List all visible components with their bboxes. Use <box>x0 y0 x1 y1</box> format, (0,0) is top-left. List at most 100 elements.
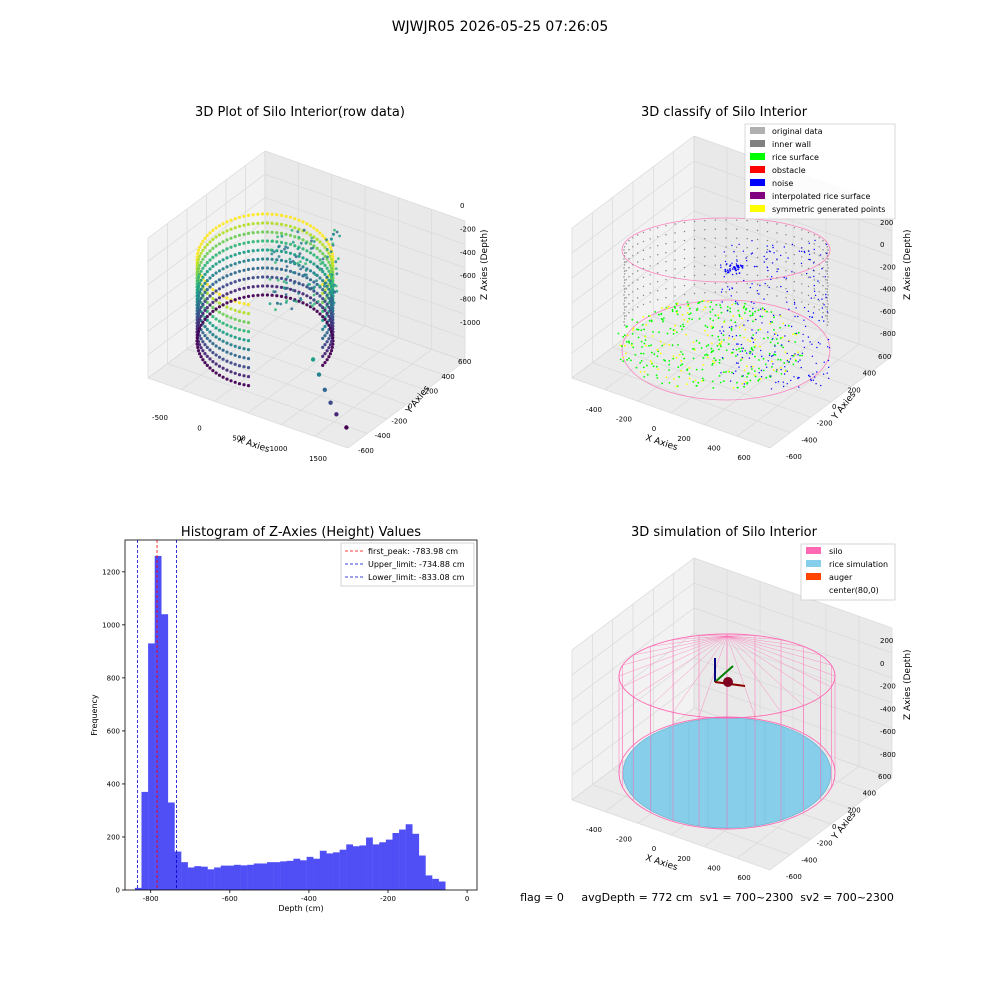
data-point <box>296 261 300 265</box>
data-point <box>203 325 207 329</box>
noise-point <box>826 311 829 313</box>
inner-wall-point <box>665 243 667 245</box>
gridline <box>673 301 872 372</box>
data-point <box>331 264 335 268</box>
data-point <box>208 240 212 244</box>
inner-wall-point <box>827 285 829 287</box>
legend-swatch <box>750 192 765 199</box>
inner-wall-point <box>818 291 820 293</box>
rice-surface-point <box>626 325 628 328</box>
tick-label: 200 <box>677 855 690 863</box>
rice-surface-point <box>681 363 684 365</box>
data-point <box>286 246 289 250</box>
inner-wall-point <box>801 292 803 294</box>
data-point <box>321 257 325 261</box>
data-point <box>246 213 251 217</box>
data-point <box>332 232 335 236</box>
data-point <box>329 302 334 306</box>
rice-surface-point <box>666 307 668 310</box>
rice-surface-point <box>677 366 680 369</box>
inner-wall-point <box>649 247 651 249</box>
rice-surface-point <box>710 301 713 304</box>
data-point <box>246 339 251 343</box>
rice-surface-point <box>742 306 745 309</box>
data-point <box>242 259 246 263</box>
tick-label: 400 <box>707 864 720 872</box>
inner-wall-point <box>665 252 667 254</box>
data-point <box>312 253 316 257</box>
rice-surface-point <box>771 321 774 324</box>
data-point <box>318 258 322 262</box>
data-point <box>304 269 308 272</box>
rice-surface-point <box>754 355 756 358</box>
inner-wall-point <box>818 237 820 239</box>
noise-point <box>755 332 757 334</box>
inner-wall-point <box>793 263 795 265</box>
noise-point <box>813 275 815 278</box>
rice-surface-point <box>745 365 748 368</box>
gridline <box>693 582 893 654</box>
noise-point <box>818 319 820 322</box>
rice-surface-point <box>673 378 675 380</box>
histogram-bar <box>148 643 155 890</box>
histogram-bars <box>134 555 446 890</box>
data-point <box>261 257 265 261</box>
data-point <box>296 230 300 234</box>
data-point <box>242 286 246 290</box>
inner-wall-point <box>822 267 824 269</box>
rice-surface-point <box>631 318 634 321</box>
rice-surface-point <box>640 340 643 343</box>
data-point <box>233 308 237 312</box>
rice-surface-point <box>727 337 730 340</box>
rice-surface-point <box>757 309 760 312</box>
data-point <box>305 249 309 253</box>
data-point <box>211 264 215 268</box>
inner-wall-point <box>714 228 716 230</box>
data-point <box>301 247 305 251</box>
data-point <box>217 292 222 296</box>
rice-surface-point <box>680 351 682 353</box>
rice-surface-point <box>653 353 656 356</box>
data-point <box>330 315 334 319</box>
inner-wall-point <box>793 281 795 283</box>
data-point <box>321 234 325 238</box>
histogram-bar <box>240 865 248 890</box>
data-point <box>327 287 331 291</box>
inner-wall-point <box>637 306 639 308</box>
rice-surface-point <box>722 380 725 382</box>
rice-surface-point <box>650 362 653 364</box>
data-point <box>334 284 338 288</box>
noise-point <box>827 338 830 341</box>
silo-roof-wire <box>726 635 782 713</box>
gridline <box>769 355 893 449</box>
noise-point <box>764 282 766 285</box>
data-point <box>286 286 289 290</box>
data-point <box>214 335 218 339</box>
rice-surface-point <box>659 340 662 343</box>
noise-point <box>808 253 811 256</box>
inner-wall-point <box>693 256 696 259</box>
rice-surface-point <box>710 351 713 354</box>
tick-label: -400 <box>586 826 602 834</box>
rice-surface-point <box>700 347 703 349</box>
data-point <box>301 292 305 296</box>
noise-point <box>729 269 732 272</box>
rice-surface-point <box>747 372 750 375</box>
data-point <box>208 366 212 370</box>
histogram-bar <box>220 865 228 890</box>
inner-wall-point <box>826 273 829 275</box>
noise-point <box>825 243 828 246</box>
rice-surface-point <box>751 368 753 370</box>
noise-point <box>808 242 810 244</box>
rice-surface-point <box>740 359 742 361</box>
inner-wall-point <box>714 219 716 221</box>
data-point <box>221 366 225 370</box>
data-point <box>203 352 207 356</box>
data-point <box>203 245 207 249</box>
inner-wall-point <box>793 272 795 274</box>
noise-point <box>819 343 821 345</box>
data-point <box>312 293 316 297</box>
noise-point <box>729 268 731 270</box>
rice-surface-point <box>648 345 650 347</box>
rice-surface-point <box>675 356 678 359</box>
